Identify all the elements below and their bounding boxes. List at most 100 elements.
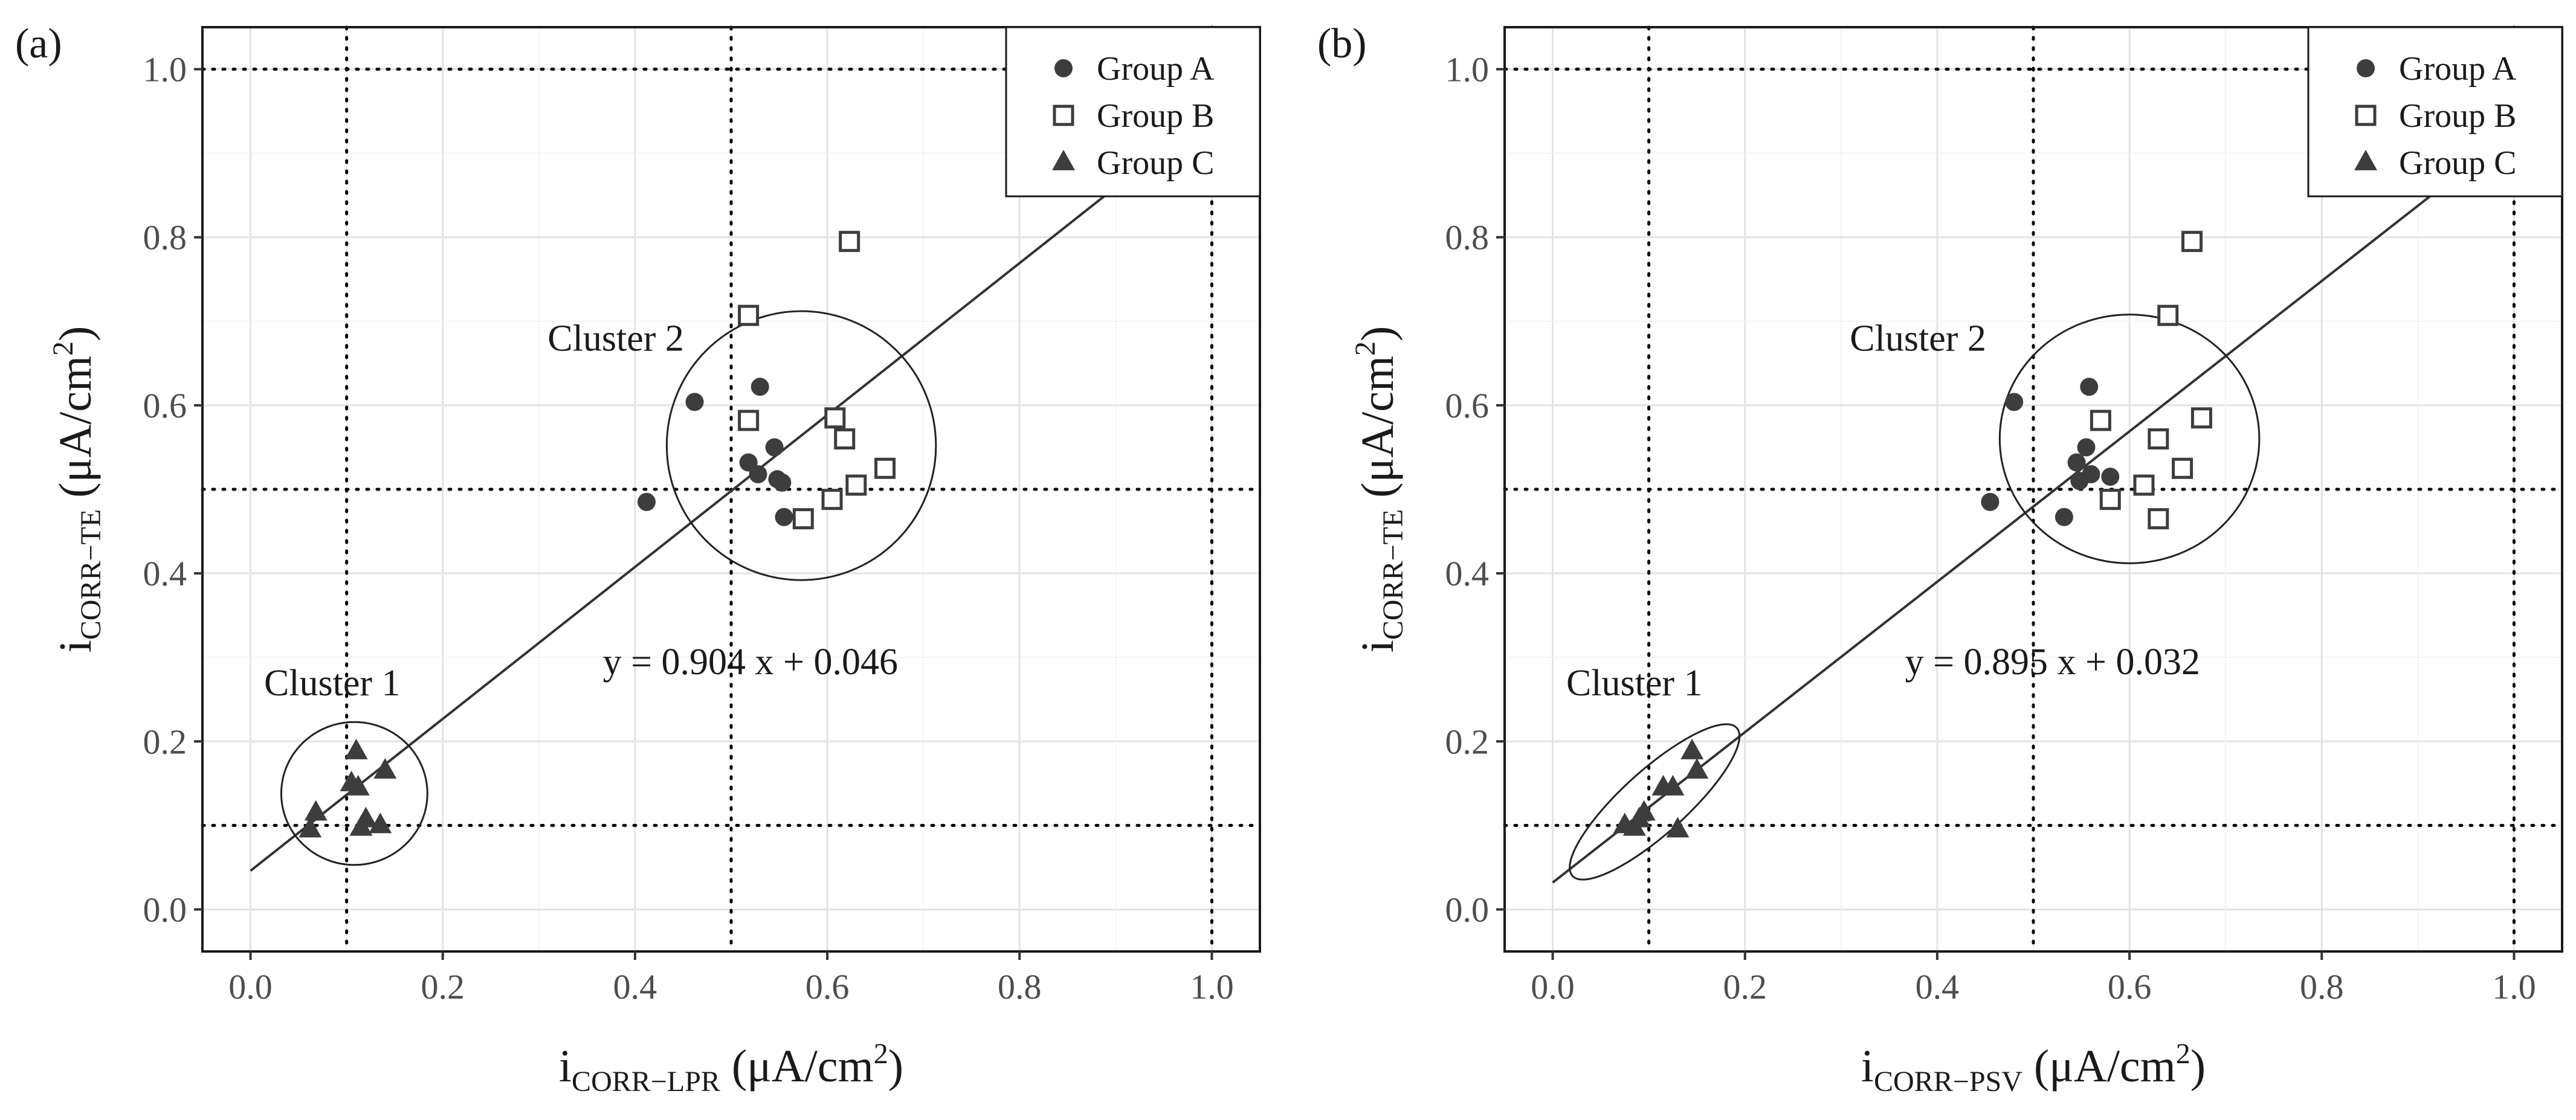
scatter-chart-b: Cluster 1 Cluster 2 y = 0.895 x + 0.032 0.0… bbox=[1317, 21, 2564, 1098]
panel-b: Cluster 1 Cluster 2 y = 0.895 x + 0.032 0.0… bbox=[1302, 0, 2576, 1120]
y-tick-label: 1.0 bbox=[143, 50, 187, 89]
point-group-a bbox=[2067, 453, 2086, 472]
legend-box bbox=[2307, 26, 2563, 198]
panel-label: (b) bbox=[1317, 21, 1367, 67]
point-group-a bbox=[2101, 468, 2120, 486]
axes: 0.0 0.2 0.4 0.6 0.8 1.0 0.0 0.2 0.4 0.6 0.8 1.0 bbox=[1445, 50, 2536, 1006]
x-tick-label: 0.2 bbox=[421, 967, 465, 1006]
cluster-label-1: Cluster 1 bbox=[1566, 663, 1703, 704]
panel-label: (a) bbox=[15, 21, 62, 67]
y-tick-label: 0.8 bbox=[1445, 218, 1490, 257]
x-tick-label: 0.6 bbox=[805, 967, 850, 1006]
y-axis-title: iCORR−TE (μA/cm2) bbox=[1349, 326, 1409, 653]
point-group-c bbox=[1685, 758, 1709, 779]
point-group-a bbox=[2055, 507, 2073, 526]
data-points bbox=[299, 231, 896, 838]
point-group-c bbox=[369, 813, 392, 834]
point-group-b bbox=[2148, 508, 2169, 530]
point-group-a bbox=[775, 507, 793, 526]
point-group-c bbox=[1666, 817, 1690, 838]
y-axis-title: iCORR−TE (μA/cm2) bbox=[47, 326, 107, 653]
y-tick-label: 0.6 bbox=[1445, 386, 1490, 425]
point-group-b bbox=[2099, 489, 2121, 510]
legend-label-group-a: Group A bbox=[2399, 50, 2517, 88]
cluster-ellipse-2 bbox=[1998, 314, 2261, 564]
point-group-b bbox=[2181, 231, 2203, 253]
point-group-c bbox=[354, 806, 378, 828]
point-group-a bbox=[2080, 378, 2099, 396]
legend-label-group-c: Group C bbox=[1097, 144, 1214, 182]
y-tick-label: 1.0 bbox=[1445, 50, 1490, 89]
point-group-b bbox=[874, 457, 896, 479]
clusters: Cluster 1 Cluster 2 bbox=[264, 310, 937, 866]
point-group-c bbox=[1680, 738, 1704, 759]
y-tick-label: 0.4 bbox=[143, 554, 187, 593]
x-tick-label: 0.8 bbox=[2300, 967, 2344, 1006]
x-tick-label: 0.6 bbox=[2108, 967, 2152, 1006]
point-group-a bbox=[2005, 393, 2024, 411]
point-group-b bbox=[2190, 407, 2212, 429]
y-tick-label: 0.0 bbox=[1445, 890, 1490, 929]
y-tick-label: 0.4 bbox=[1445, 554, 1490, 593]
point-group-b bbox=[821, 489, 843, 510]
cluster-label-1: Cluster 1 bbox=[264, 663, 401, 704]
cluster-ellipse-2 bbox=[665, 310, 937, 581]
point-group-a bbox=[773, 473, 792, 492]
legend-marker-group-a bbox=[2357, 59, 2375, 77]
x-tick-label: 0.2 bbox=[1723, 967, 1767, 1006]
legend-marker-group-a bbox=[1054, 59, 1073, 77]
fit-equation: y = 0.895 x + 0.032 bbox=[1905, 642, 2200, 683]
legend-label-group-c: Group C bbox=[2399, 144, 2516, 182]
legend: Group A Group B Group C bbox=[2307, 26, 2563, 198]
plot-border bbox=[1503, 26, 2563, 953]
point-group-c bbox=[1661, 774, 1685, 796]
point-group-a bbox=[751, 378, 769, 396]
cluster-label-2: Cluster 2 bbox=[1850, 318, 1986, 359]
point-group-c bbox=[344, 738, 368, 759]
x-tick-label: 0.0 bbox=[228, 967, 273, 1006]
y-tick-label: 0.8 bbox=[143, 218, 187, 257]
fit-line-group bbox=[1552, 92, 2562, 884]
cluster-ellipse-1 bbox=[280, 721, 428, 866]
point-group-b bbox=[2133, 474, 2155, 496]
fit-equation: y = 0.904 x + 0.046 bbox=[603, 642, 898, 683]
x-tick-label: 0.4 bbox=[1916, 967, 1960, 1006]
y-tick-label: 0.0 bbox=[143, 890, 187, 929]
point-group-b bbox=[792, 508, 814, 530]
point-group-c bbox=[304, 800, 328, 821]
legend-marker-group-c bbox=[2354, 149, 2377, 170]
plot-border bbox=[201, 26, 1261, 953]
point-group-b bbox=[845, 474, 867, 496]
x-tick-label: 1.0 bbox=[1190, 967, 1234, 1006]
fit-line bbox=[1552, 92, 2562, 884]
point-group-b bbox=[738, 304, 760, 326]
axes: 0.0 0.2 0.4 0.6 0.8 1.0 0.0 0.2 0.4 0.6 0.8 1.0 bbox=[143, 50, 1234, 1006]
x-tick-label: 1.0 bbox=[2492, 967, 2536, 1006]
y-tick-label: 0.6 bbox=[143, 386, 187, 425]
point-group-b bbox=[834, 428, 856, 450]
point-group-c bbox=[299, 817, 322, 838]
point-group-b bbox=[2172, 457, 2193, 479]
point-group-a bbox=[2077, 438, 2096, 457]
x-tick-label: 0.4 bbox=[613, 967, 657, 1006]
point-group-c bbox=[373, 758, 397, 779]
point-group-a bbox=[685, 393, 704, 411]
legend: Group A Group B Group C bbox=[1005, 26, 1261, 198]
point-group-b bbox=[2148, 428, 2169, 450]
point-group-b bbox=[738, 410, 760, 431]
legend-label-group-b: Group B bbox=[2399, 97, 2516, 135]
x-tick-label: 0.0 bbox=[1531, 967, 1575, 1006]
point-group-a bbox=[765, 438, 784, 457]
data-points bbox=[1613, 231, 2212, 838]
cluster-label-2: Cluster 2 bbox=[547, 318, 684, 359]
point-group-a bbox=[749, 465, 767, 483]
y-tick-label: 0.2 bbox=[143, 722, 187, 761]
point-group-a bbox=[2082, 465, 2100, 483]
legend-label-group-a: Group A bbox=[1097, 50, 1215, 88]
point-group-c bbox=[346, 774, 370, 796]
x-tick-label: 0.8 bbox=[998, 967, 1042, 1006]
point-group-b bbox=[839, 231, 860, 253]
point-group-b bbox=[2157, 304, 2179, 326]
legend-marker-group-c bbox=[1052, 149, 1075, 170]
